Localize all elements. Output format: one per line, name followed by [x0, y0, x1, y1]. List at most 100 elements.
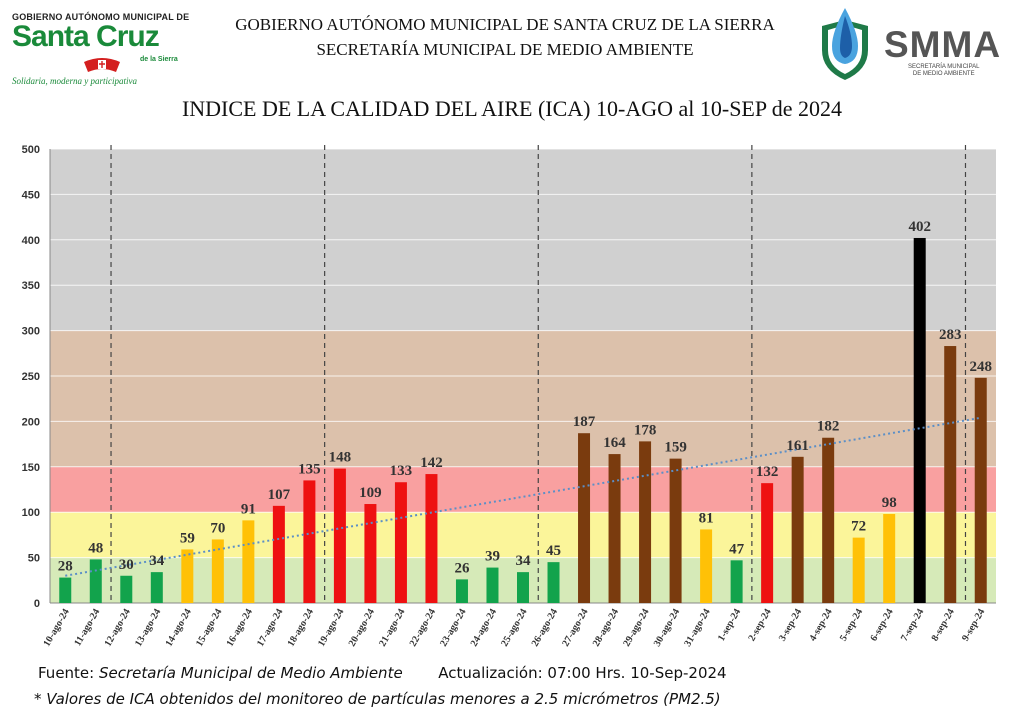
x-tick-label: 17-ago-24 [255, 607, 285, 649]
bar [425, 474, 438, 603]
bar [700, 529, 713, 603]
bar [761, 483, 774, 603]
footer-update-value: 07:00 Hrs. 10-Sep-2024 [547, 664, 727, 682]
data-label: 26 [454, 560, 470, 576]
smma-subtitle-line-1: SECRETARÍA MUNICIPAL [908, 64, 980, 70]
bar [547, 562, 560, 603]
footer-note-bold: partículas menores a 2.5 micrómetros (PM… [371, 690, 721, 708]
x-tick-label: 27-ago-24 [560, 607, 590, 649]
data-label: 161 [786, 438, 809, 454]
logo-subtitle: de la Sierra [140, 56, 178, 63]
footer-source-line: Fuente: Secretaría Municipal de Medio Am… [38, 664, 727, 682]
municipal-logo: GOBIERNO AUTÓNOMO MUNICIPAL DE Santa Cru… [12, 12, 202, 92]
footer-source-label: Fuente: [38, 664, 95, 682]
x-tick-label: 18-ago-24 [286, 607, 316, 649]
x-tick-label: 1-sep-24 [716, 607, 743, 643]
bar [852, 537, 865, 603]
x-tick-label: 29-ago-24 [621, 607, 651, 649]
bar [517, 572, 529, 603]
aqi-band [50, 466, 996, 513]
cross-emblem-icon [84, 58, 120, 72]
bar [89, 559, 102, 603]
bar [59, 577, 72, 603]
x-tick-label: 30-ago-24 [652, 607, 682, 649]
data-label: 81 [699, 510, 714, 526]
y-tick-label: 0 [34, 598, 40, 610]
footer-note-line: * Valores de ICA obtenidos del monitoreo… [34, 690, 721, 708]
bar [944, 346, 957, 603]
x-tick-label: 23-ago-24 [438, 607, 468, 649]
bar [272, 505, 285, 603]
bar [455, 579, 468, 603]
x-tick-label: 24-ago-24 [469, 607, 499, 649]
y-tick-label: 250 [22, 371, 40, 383]
data-label: 148 [329, 450, 352, 466]
data-label: 98 [882, 495, 897, 511]
y-tick-label: 400 [22, 235, 40, 247]
logo-top-text: GOBIERNO AUTÓNOMO MUNICIPAL DE [12, 12, 190, 22]
x-tick-label: 13-ago-24 [133, 607, 163, 649]
data-label: 30 [119, 557, 134, 573]
bar [394, 482, 407, 603]
x-tick-label: 7-sep-24 [899, 607, 926, 643]
aqi-bar-chart: 0 50 100 150 200 250 300 350 400 450 500 28 48 30 34 59… [22, 144, 996, 649]
x-tick-label: 28-ago-24 [591, 607, 621, 649]
x-tick-label: 11-ago-24 [72, 607, 102, 648]
data-label: 132 [756, 464, 779, 480]
bar [639, 441, 652, 603]
data-label: 91 [241, 501, 256, 517]
bar [333, 468, 346, 603]
x-tick-label: 2-sep-24 [746, 607, 773, 643]
bar [486, 567, 499, 603]
y-tick-label: 350 [22, 280, 40, 292]
x-tick-label: 25-ago-24 [499, 607, 529, 649]
bar [303, 480, 316, 603]
y-tick-label: 50 [28, 553, 40, 565]
data-label: 248 [969, 359, 992, 375]
data-label: 182 [817, 419, 840, 435]
bar [578, 433, 591, 603]
x-tick-label: 15-ago-24 [194, 607, 224, 649]
bar [242, 520, 255, 603]
header-line-1: GOBIERNO AUTÓNOMO MUNICIPAL DE SANTA CRU… [235, 15, 775, 34]
x-tick-label: 22-ago-24 [408, 607, 438, 649]
bar [181, 549, 194, 603]
footer-note-prefix: * Valores de ICA obtenidos del monitoreo… [34, 690, 367, 708]
data-label: 48 [88, 540, 103, 556]
data-label: 142 [420, 455, 443, 471]
smma-subtitle: SECRETARÍA MUNICIPAL DE MEDIO AMBIENTE [908, 64, 979, 78]
bar [669, 458, 682, 603]
bar [974, 377, 987, 603]
x-tick-label: 10-ago-24 [41, 607, 71, 649]
data-label: 107 [268, 487, 291, 503]
y-tick-label: 200 [22, 416, 40, 428]
data-label: 135 [298, 461, 321, 477]
logo-slogan: Solidaria, moderna y participativa [12, 76, 137, 86]
x-tick-label: 19-ago-24 [316, 607, 346, 649]
data-label: 59 [180, 530, 195, 546]
data-label: 72 [851, 519, 866, 535]
x-tick-label: 12-ago-24 [103, 607, 133, 649]
bar [913, 237, 926, 603]
data-label: 109 [359, 485, 382, 501]
x-tick-label: 16-ago-24 [225, 607, 255, 649]
data-label: 28 [58, 559, 73, 575]
x-tick-label: 5-sep-24 [838, 607, 865, 643]
smma-subtitle-line-2: DE MEDIO AMBIENTE [912, 71, 975, 77]
x-tick-label: 3-sep-24 [777, 607, 804, 643]
chart-title: INDICE DE LA CALIDAD DEL AIRE (ICA) 10-A… [181, 96, 843, 121]
bar [120, 575, 133, 603]
smma-logo: SMMA SECRETARÍA MUNICIPAL DE MEDIO AMBIE… [812, 6, 1017, 86]
x-tick-label: 6-sep-24 [868, 607, 895, 643]
y-tick-label: 100 [22, 507, 40, 519]
bar [822, 437, 835, 603]
bar [211, 539, 224, 603]
x-tick-label: 4-sep-24 [807, 607, 834, 643]
data-label: 187 [573, 414, 596, 430]
data-label: 34 [516, 553, 532, 569]
x-tick-label: 14-ago-24 [164, 607, 194, 649]
data-label: 164 [603, 435, 626, 451]
header-line-2: SECRETARÍA MUNICIPAL DE MEDIO AMBIENTE [316, 40, 694, 59]
data-label: 47 [729, 541, 745, 557]
y-tick-label: 500 [22, 144, 40, 156]
